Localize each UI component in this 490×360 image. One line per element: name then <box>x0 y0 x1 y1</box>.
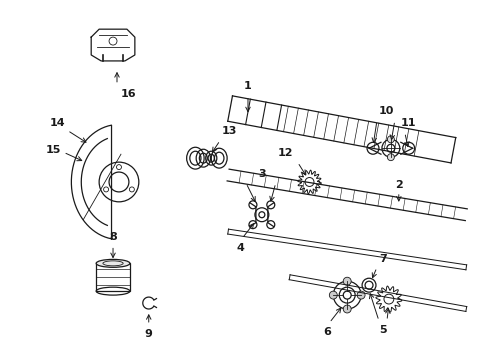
Circle shape <box>388 154 394 161</box>
Circle shape <box>343 305 351 313</box>
Circle shape <box>357 291 365 299</box>
Text: 1: 1 <box>244 81 252 91</box>
Circle shape <box>343 277 351 285</box>
Text: 8: 8 <box>109 231 117 242</box>
Circle shape <box>329 291 337 299</box>
Circle shape <box>388 136 394 143</box>
Text: 7: 7 <box>379 255 387 264</box>
Text: 9: 9 <box>145 329 153 339</box>
Bar <box>96 264 130 291</box>
Text: 11: 11 <box>401 118 416 129</box>
Text: 4: 4 <box>236 243 244 252</box>
Text: 15: 15 <box>46 145 61 155</box>
Text: 3: 3 <box>258 169 266 179</box>
Text: 13: 13 <box>222 126 238 136</box>
Text: 10: 10 <box>378 107 393 117</box>
Text: 16: 16 <box>121 89 137 99</box>
Text: 2: 2 <box>395 180 403 190</box>
Text: 12: 12 <box>278 148 294 158</box>
Ellipse shape <box>96 260 130 267</box>
Text: 6: 6 <box>323 327 331 337</box>
Text: 5: 5 <box>379 325 387 335</box>
Text: 14: 14 <box>50 118 65 129</box>
